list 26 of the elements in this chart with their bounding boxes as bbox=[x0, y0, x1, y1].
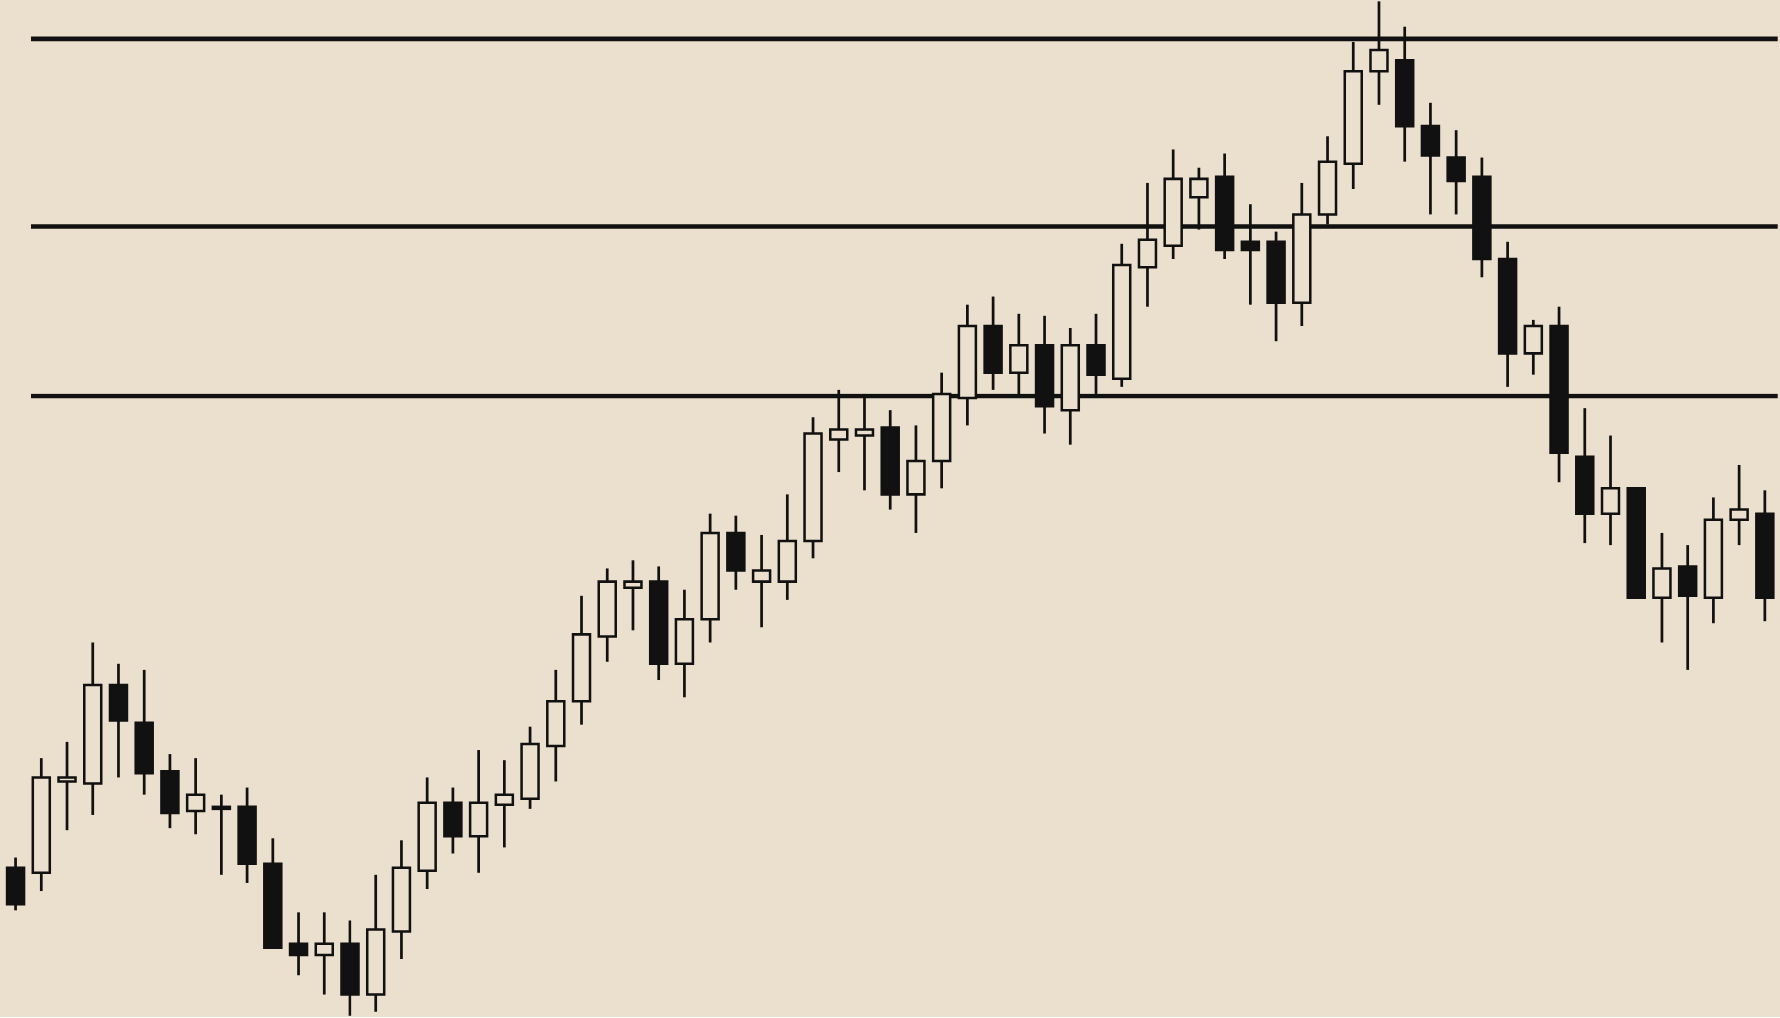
candlestick bbox=[623, 559, 643, 633]
candlestick bbox=[288, 911, 309, 978]
candlestick bbox=[1677, 544, 1698, 672]
candlestick bbox=[1446, 129, 1466, 217]
candlestick bbox=[726, 514, 746, 592]
candlestick bbox=[468, 749, 489, 875]
candlestick bbox=[1600, 434, 1621, 547]
candlestick bbox=[211, 793, 232, 877]
candlestick bbox=[185, 757, 206, 837]
candlestick bbox=[108, 662, 129, 780]
candlestick bbox=[1420, 101, 1441, 217]
candlestick bbox=[777, 493, 798, 602]
candlestick bbox=[751, 533, 772, 630]
candlestick bbox=[983, 295, 1003, 392]
candlestick bbox=[314, 911, 335, 997]
candlestick bbox=[1729, 464, 1749, 547]
candlestick bbox=[494, 759, 515, 850]
candlestick bbox=[674, 588, 695, 700]
candlestick bbox=[57, 740, 77, 832]
candlestick bbox=[5, 856, 26, 913]
candlestick bbox=[906, 424, 926, 535]
candlestick bbox=[546, 668, 566, 784]
candlestick bbox=[1652, 531, 1672, 645]
candlestick bbox=[160, 753, 180, 830]
candlestick bbox=[443, 786, 463, 856]
candlestick bbox=[1523, 318, 1544, 377]
